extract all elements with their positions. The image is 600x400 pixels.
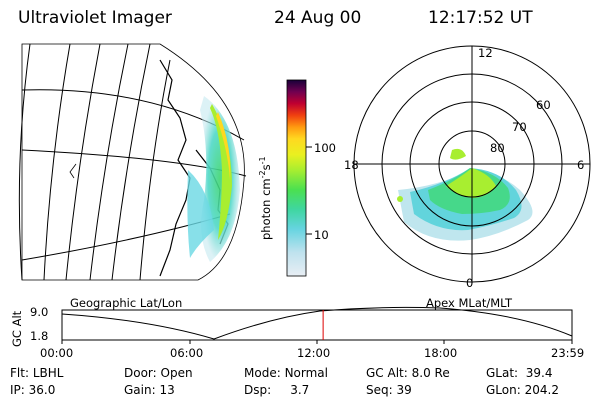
status-mode: Mode: Normal	[244, 366, 328, 380]
status-seq: Seq: 39	[366, 383, 412, 397]
date-label: 24 Aug 00	[274, 8, 362, 28]
colorbar-tick-10: 10	[314, 228, 329, 242]
aurora-emission-polar	[397, 148, 533, 241]
aurora-emission-geographic	[187, 96, 240, 262]
status-gc-alt: GC Alt: 8.0 Re	[366, 366, 450, 380]
mlt-label-12: 12	[478, 46, 493, 60]
lat-label-60: 60	[536, 98, 551, 112]
status-door: Door: Open	[124, 366, 193, 380]
status-glat: GLat: 39.4	[486, 366, 553, 380]
colorbar-tick-100: 100	[314, 141, 336, 155]
mlt-label-18: 18	[344, 158, 359, 172]
lon-line	[111, 43, 151, 281]
lon-line	[89, 43, 129, 281]
timeline-tick-0600: 06:00	[170, 346, 204, 360]
app-title: Ultraviolet Imager	[18, 8, 172, 28]
lon-line	[139, 59, 171, 281]
status-glon: GLon: 204.2	[486, 383, 559, 397]
timeline-tick-1800: 18:00	[424, 346, 458, 360]
geographic-panel-label: Geographic Lat/Lon	[70, 296, 183, 310]
polar-plot	[353, 45, 591, 283]
lon-line	[65, 43, 101, 281]
status-dsp: Dsp: 3.7	[244, 383, 310, 397]
lon-line	[43, 43, 71, 281]
colorbar	[286, 79, 307, 277]
coastline	[69, 163, 77, 179]
status-ip: IP: 36.0	[10, 383, 56, 397]
timeline-tick-2359: 23:59	[551, 346, 585, 360]
altitude-timeline	[61, 306, 573, 344]
apex-panel-label: Apex MLat/MLT	[426, 296, 513, 310]
lon-line	[18, 43, 31, 281]
timeline-ylabel: GC Alt	[10, 310, 24, 347]
map-boundary	[21, 43, 245, 281]
timeline-y-low: 1.8	[30, 329, 49, 343]
coastline	[159, 59, 191, 277]
status-filter: Flt: LBHL	[10, 366, 64, 380]
time-label: 12:17:52 UT	[428, 8, 533, 28]
timeline-y-high: 9.0	[30, 305, 49, 319]
mlt-label-0: 0	[466, 276, 474, 290]
colorbar-unit-label: photon cm-2s-1	[258, 156, 273, 240]
timeline-ticks	[61, 340, 573, 344]
timeline-tick-1200: 12:00	[297, 346, 331, 360]
lat-label-80: 80	[490, 141, 505, 155]
timeline-tick-0000: 00:00	[40, 346, 74, 360]
lat-label-70: 70	[512, 120, 527, 134]
mlt-label-6: 6	[577, 158, 585, 172]
colorbar-ticks	[306, 146, 312, 235]
status-gain: Gain: 13	[124, 383, 175, 397]
altitude-curve	[61, 306, 573, 340]
